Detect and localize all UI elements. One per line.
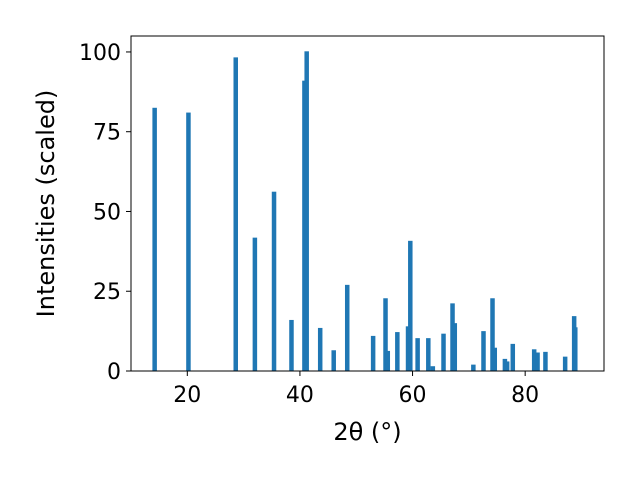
x-axis-ticks: 20 40 60 80 <box>173 371 539 408</box>
bar-0 <box>152 107 157 371</box>
bar-8 <box>317 327 323 371</box>
bar-18 <box>426 338 431 371</box>
bar-22 <box>452 323 458 371</box>
y-tick-label: 0 <box>107 360 121 385</box>
bar-28 <box>504 361 510 371</box>
plot-frame <box>130 35 605 372</box>
bar-11 <box>370 335 376 371</box>
bar-35 <box>573 327 578 371</box>
y-axis-label: Intensities (scaled) <box>32 90 60 318</box>
bar-9 <box>331 350 336 371</box>
x-tick-label: 80 <box>511 383 539 408</box>
bar-16 <box>408 240 413 371</box>
y-axis-ticks: 0 25 50 75 100 <box>79 41 131 385</box>
bar-24 <box>481 331 486 371</box>
bar-12 <box>383 298 388 371</box>
y-tick-label: 100 <box>79 41 121 66</box>
bar-15 <box>405 326 411 371</box>
bar-19 <box>430 366 436 371</box>
bar-17 <box>415 338 420 371</box>
bar-14 <box>395 332 400 371</box>
bar-30 <box>531 349 537 371</box>
bar-10 <box>344 284 350 371</box>
bar-13 <box>385 350 391 371</box>
bar-5 <box>289 319 294 371</box>
y-tick-label: 75 <box>93 121 121 146</box>
bar-1 <box>186 112 191 371</box>
bar-6 <box>302 80 307 372</box>
bar-4 <box>271 191 277 371</box>
bar-26 <box>492 347 498 371</box>
x-axis-label: 2θ (°) <box>333 418 401 446</box>
bar-2 <box>233 57 238 371</box>
x-tick-label: 60 <box>399 383 427 408</box>
bar-25 <box>490 298 495 371</box>
bar-32 <box>543 351 548 371</box>
x-tick-label: 20 <box>173 383 201 408</box>
y-tick-label: 50 <box>93 200 121 225</box>
bar-23 <box>471 364 476 371</box>
bar-31 <box>535 352 540 371</box>
bar-33 <box>562 356 568 371</box>
bar-20 <box>441 333 446 371</box>
y-tick-label: 25 <box>93 280 121 305</box>
bar-7 <box>304 51 309 372</box>
x-tick-label: 40 <box>286 383 314 408</box>
bar-29 <box>510 343 516 371</box>
bars-group <box>152 51 578 372</box>
bar-3 <box>252 237 258 371</box>
